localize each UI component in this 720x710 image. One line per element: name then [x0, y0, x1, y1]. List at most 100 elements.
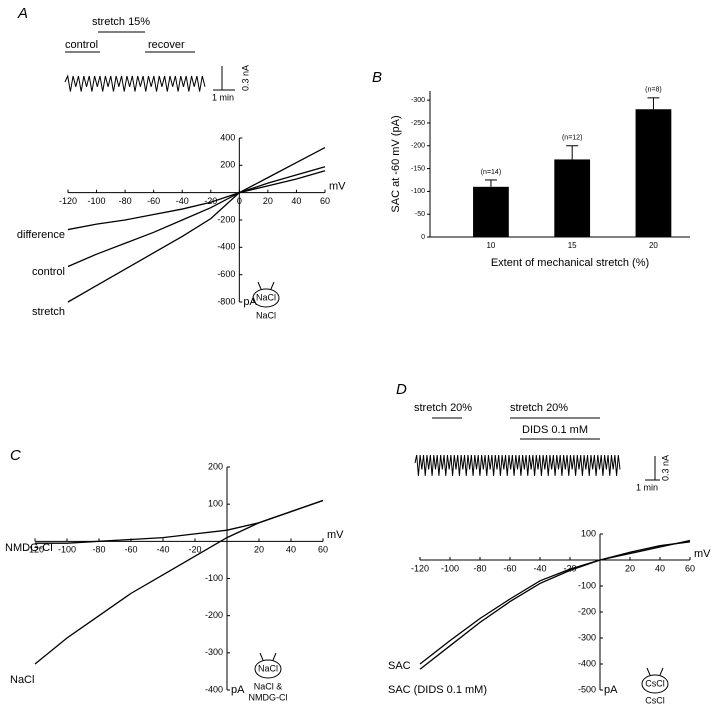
x-tick-label: -40: [533, 563, 546, 573]
series-label: SAC: [388, 660, 411, 672]
scale-label: 0.3 nA: [660, 455, 670, 481]
inset-label: stretch 15%: [92, 16, 150, 28]
icon-label: NMDG-Cl: [249, 692, 288, 702]
y-tick-label: -400: [217, 242, 235, 252]
y-axis-label: pA: [243, 296, 257, 308]
x-tick-label: 15: [568, 241, 577, 250]
y-tick-label: 100: [208, 499, 223, 509]
series-label: SAC (DIDS 0.1 mM): [388, 684, 487, 696]
x-axis-label: Extent of mechanical stretch (%): [491, 257, 649, 269]
y-tick-label: -150: [411, 165, 425, 172]
y-tick-label: -300: [411, 97, 425, 104]
icon-label: NaCl: [258, 663, 278, 673]
x-tick-label: 60: [685, 563, 695, 573]
x-axis-label: mV: [694, 548, 711, 560]
current-trace: [64, 74, 206, 92]
bar: [635, 109, 672, 237]
y-axis-label: pA: [604, 684, 618, 696]
iv-curve: [34, 499, 324, 665]
x-tick-label: -60: [147, 196, 160, 206]
icon-label: NaCl: [256, 310, 276, 320]
x-tick-label: 40: [286, 545, 296, 555]
x-tick-label: 20: [625, 563, 635, 573]
y-tick-label: 100: [581, 528, 596, 538]
x-tick-label: -80: [92, 545, 105, 555]
y-tick-label: -600: [217, 269, 235, 279]
cell-icon: NaCl NaCl: [252, 281, 280, 320]
x-axis-label: mV: [329, 181, 346, 193]
inset-label: control: [65, 39, 98, 51]
x-tick-label: -20: [204, 196, 217, 206]
cell-icon: CsCl CsCl: [641, 667, 669, 705]
x-tick-label: 20: [263, 196, 273, 206]
x-tick-label: -60: [124, 545, 137, 555]
iv-curve: [419, 539, 691, 665]
x-tick-label: -80: [119, 196, 132, 206]
iv-curve: [35, 499, 324, 544]
y-tick-label: -200: [578, 606, 596, 616]
iv-curve: [419, 541, 691, 670]
x-tick-label: 40: [291, 196, 301, 206]
y-tick-label: -400: [578, 658, 596, 668]
x-tick-label: -120: [26, 545, 44, 555]
x-axis-label: mV: [327, 529, 344, 541]
y-tick-label: -200: [217, 214, 235, 224]
scale-label: 1 min: [636, 482, 658, 492]
y-tick-label: -200: [411, 143, 425, 150]
x-tick-label: -60: [503, 563, 516, 573]
x-tick-label: 10: [486, 241, 495, 250]
x-tick-label: -100: [441, 563, 459, 573]
x-tick-label: -100: [58, 545, 76, 555]
x-tick-label: 40: [655, 563, 665, 573]
panel-letter: D: [396, 381, 407, 398]
y-tick-label: -400: [205, 684, 223, 694]
y-tick-label: -500: [578, 684, 596, 694]
y-tick-label: 200: [220, 160, 235, 170]
x-tick-label: 60: [320, 196, 330, 206]
x-tick-label: -20: [563, 563, 576, 573]
y-tick-label: 200: [208, 461, 223, 471]
x-tick-label: -20: [188, 545, 201, 555]
annotation: (n=12): [562, 135, 582, 142]
x-tick-label: 0: [237, 196, 242, 206]
inset-label: recover: [148, 39, 185, 51]
y-tick-label: -200: [205, 610, 223, 620]
x-tick-label: -100: [88, 196, 106, 206]
panel-letter: A: [17, 5, 28, 22]
y-tick-label: 0: [421, 234, 425, 241]
y-tick-label: -300: [578, 632, 596, 642]
bar: [473, 186, 509, 237]
y-tick-label: -100: [411, 188, 425, 195]
x-tick-label: 20: [254, 545, 264, 555]
series-label: NMDG-Cl: [5, 542, 53, 554]
x-tick-label: 60: [318, 545, 328, 555]
iv-curve: [67, 166, 326, 268]
y-tick-label: -300: [205, 647, 223, 657]
y-tick-label: -100: [205, 573, 223, 583]
series-label: stretch: [32, 306, 65, 318]
annotation: (n=8): [645, 87, 662, 94]
iv-curve: [67, 146, 326, 303]
icon-label: CsCl: [645, 695, 665, 705]
scale-label: 1 min: [212, 92, 234, 102]
x-tick-label: -120: [411, 563, 429, 573]
icon-label: NaCl: [256, 292, 276, 302]
icon-label: NaCl &: [254, 681, 283, 691]
y-axis-label: pA: [231, 684, 245, 696]
cell-icon: NaCl NaCl & NMDG-Cl: [249, 652, 288, 702]
series-label: difference: [17, 229, 65, 241]
y-tick-label: -250: [411, 120, 425, 127]
inset-label: stretch 20%: [414, 402, 472, 414]
x-tick-label: 20: [649, 241, 658, 250]
y-axis-label: SAC at -60 mV (pA): [390, 115, 402, 212]
x-tick-label: -80: [473, 563, 486, 573]
iv-curve: [67, 170, 326, 231]
y-tick-label: -100: [578, 580, 596, 590]
y-tick-label: -800: [217, 296, 235, 306]
inset-label: DIDS 0.1 mM: [522, 424, 588, 436]
x-tick-label: -40: [156, 545, 169, 555]
x-tick-label: -120: [59, 196, 77, 206]
inset-label: stretch 20%: [510, 402, 568, 414]
series-label: NaCl: [10, 674, 34, 686]
